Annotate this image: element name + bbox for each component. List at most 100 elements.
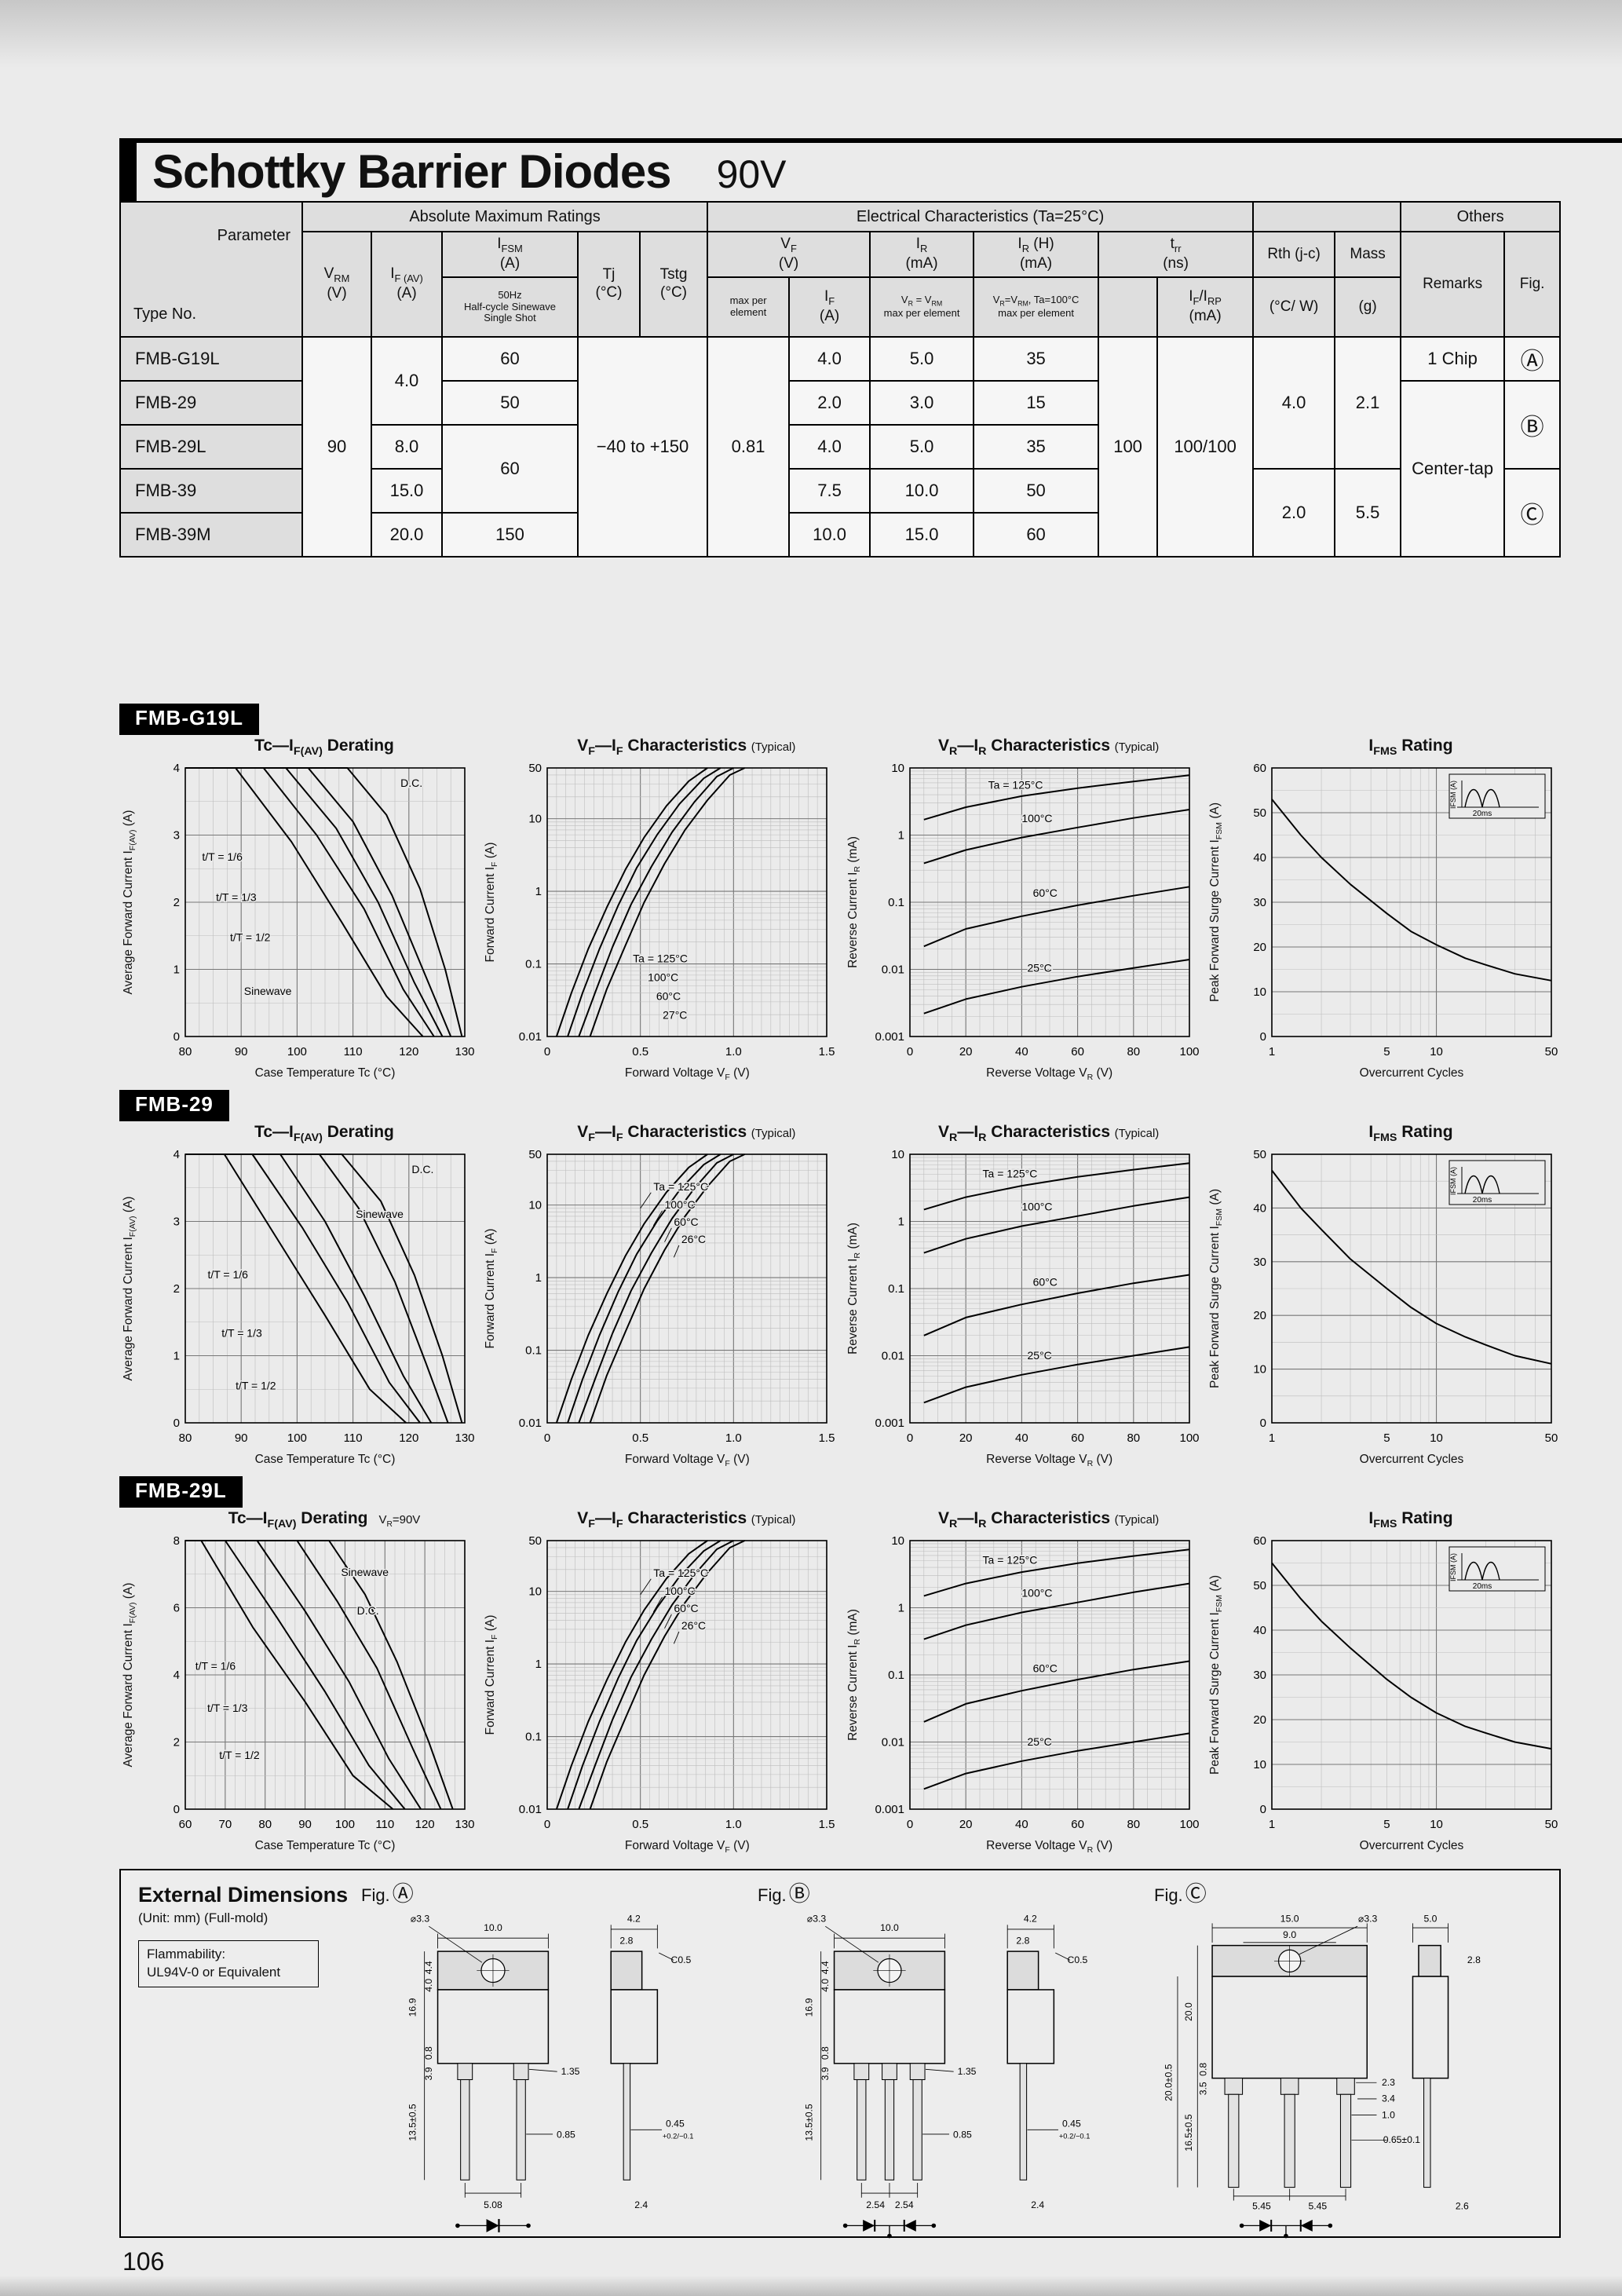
grid xyxy=(909,1540,1190,1810)
curve-labels: Ta = 125°C 100°C 60°C 25°C xyxy=(981,1166,1058,1363)
curve-ifsm xyxy=(1271,1169,1552,1365)
spec-value: −40 to +150 xyxy=(576,336,709,558)
type-no: FMB-39M xyxy=(119,512,303,558)
header-rule xyxy=(119,138,1622,143)
fig-caption: Fig. Ⓒ xyxy=(1154,1882,1207,1906)
plot-area: 0 20 40 60 80 100 10 1 0.1 0.01 0.001 Ta = 125°C 100… xyxy=(875,1148,1199,1445)
chart-title: Tc—IF(AV) Derating VR=90V xyxy=(228,1509,421,1531)
ifsm-condition: 50Hz Half-cycle Sinewave Single Shot xyxy=(441,276,579,338)
svg-text:80: 80 xyxy=(179,1431,192,1445)
plot-area: 80 90 100 110 120 130 0 1 2 3 4 D.C. t/T = 1/6 t/T = … xyxy=(174,762,475,1058)
col-tj: Tj (°C) xyxy=(577,231,641,338)
svg-text:100°C: 100°C xyxy=(648,971,678,983)
svg-text:0: 0 xyxy=(906,1818,912,1831)
dim-label: 2.54 xyxy=(895,2199,914,2210)
dim-label: 0.8 xyxy=(1198,2063,1209,2076)
svg-text:10: 10 xyxy=(1430,1431,1443,1445)
curve-ta-125-c xyxy=(556,767,709,1037)
spec-value: 60 xyxy=(441,336,579,382)
svg-text:0.1: 0.1 xyxy=(888,1669,904,1682)
svg-text:50: 50 xyxy=(529,762,542,775)
curve-t-t-1-6 xyxy=(185,767,452,1037)
svg-text:20: 20 xyxy=(1253,1309,1266,1322)
plot-area: 1 5 10 50 0 10 20 30 40 50 60 20ms IFSM (A) xyxy=(1253,1534,1558,1831)
svg-text:10: 10 xyxy=(529,813,542,826)
dim-label: 2.8 xyxy=(1016,1936,1029,1947)
svg-text:1: 1 xyxy=(897,1216,904,1229)
plot-area: 0 20 40 60 80 100 10 1 0.1 0.01 0.001 Ta = 125°C 100… xyxy=(875,762,1199,1058)
svg-text:1: 1 xyxy=(1269,1045,1275,1058)
svg-text:25°C: 25°C xyxy=(1027,962,1051,974)
svg-text:120: 120 xyxy=(415,1818,435,1831)
svg-text:60°C: 60°C xyxy=(674,1216,699,1228)
col-mass: Mass xyxy=(1334,231,1402,278)
plot-vrir: 0 20 40 60 80 100 10 1 0.1 0.01 0.001 Ta = 125°C 100… xyxy=(875,762,1199,1058)
svg-text:110: 110 xyxy=(344,1431,363,1445)
svg-text:5: 5 xyxy=(1383,1045,1390,1058)
plot-frame xyxy=(908,1540,1190,1810)
curves xyxy=(185,1153,463,1424)
y-tick-labels: 0 10 20 30 40 50 60 xyxy=(1253,762,1266,1044)
svg-text:3: 3 xyxy=(174,829,180,843)
grid xyxy=(546,1540,827,1810)
package-drawings: Fig. Ⓐ 10.0 ⌀3.3 4.2 2.8 C0.5 16.9 4.4 4.0 0.8 3.9 1… xyxy=(356,1870,1559,2239)
svg-text:60°C: 60°C xyxy=(1032,887,1057,899)
x-tick-labels: 0 20 40 60 80 100 xyxy=(906,1818,1199,1831)
dim-label: 4.2 xyxy=(627,1914,641,1925)
chart-vfif: VF—IF Characteristics (Typical) Forward C… xyxy=(481,737,836,1082)
svg-text:40: 40 xyxy=(1253,851,1266,865)
dim-label: 20.0 xyxy=(1183,2002,1194,2021)
svg-text:0.1: 0.1 xyxy=(525,1731,542,1744)
dim-label: 3.9 xyxy=(423,2067,434,2080)
svg-text:50: 50 xyxy=(1545,1431,1558,1445)
curve-100-c xyxy=(567,767,721,1037)
curve-60-c xyxy=(578,767,735,1037)
package-fig-b: Fig. Ⓑ 10.0 ⌀3.3 4.2 2.8 C0.5 16.9 4.4 4.0 0.8 3.9 1… xyxy=(753,1870,1149,2239)
dim-label: 2.6 xyxy=(1456,2201,1469,2212)
characteristics-sections: FMB-G19L Tc—IF(AV) Derating Average Forwar… xyxy=(119,704,1561,1863)
y-axis-label: Peak Forward Surge Current IFSM (A) xyxy=(1207,1575,1225,1775)
svg-text:80: 80 xyxy=(1127,1818,1140,1831)
chart-strip: Tc—IF(AV) Derating VR=90V Average Forward … xyxy=(119,1509,1561,1855)
rth-unit: (°C/ W) xyxy=(1252,276,1336,338)
svg-text:40: 40 xyxy=(1253,1201,1266,1215)
chart-title: VR—IR Characteristics (Typical) xyxy=(937,1123,1160,1145)
svg-text:100°C: 100°C xyxy=(1021,1201,1052,1213)
spec-value: 50 xyxy=(441,380,579,426)
spec-row-fmb-29l: FMB-29L 8.0 60 4.0 5.0 35 xyxy=(119,424,1560,514)
x-tick-labels: 0 20 40 60 80 100 xyxy=(906,1431,1199,1445)
svg-text:10: 10 xyxy=(1253,1758,1266,1771)
spec-value: 4.0 xyxy=(1252,336,1336,470)
dimensions-heading-block: External Dimensions (Unit: mm) (Full-mol… xyxy=(121,1870,356,2236)
col-rth: Rth (j-c) xyxy=(1252,231,1336,278)
y-tick-labels: 10 1 0.1 0.01 0.001 xyxy=(875,1148,904,1430)
dim-label: 1.0 xyxy=(1382,2109,1395,2120)
plot-derating: 60 70 80 90 100 110 120 130 0 2 4 6 8 Sinewave D.C. t/T… xyxy=(174,1534,475,1831)
svg-text:50: 50 xyxy=(1253,806,1266,820)
dim-label: 0.65±0.1 xyxy=(1383,2134,1421,2145)
plot-frame xyxy=(546,767,828,1037)
curve-100-c xyxy=(923,1196,1189,1254)
x-tick-labels: 0 20 40 60 80 100 xyxy=(906,1045,1199,1058)
y-tick-labels: 0 2 4 6 8 xyxy=(174,1534,180,1816)
plot-area: 80 90 100 110 120 130 0 1 2 3 4 D.C. Sinewave t/T = 1… xyxy=(174,1148,475,1445)
x-axis-label: Reverse Voltage VR (V) xyxy=(986,1839,1113,1855)
dim-label: 2.3 xyxy=(1382,2077,1395,2088)
dim-label: 5.08 xyxy=(484,2199,502,2210)
spec-value: 7.5 xyxy=(788,468,871,514)
svg-text:5: 5 xyxy=(1383,1431,1390,1445)
dimension-lines xyxy=(1177,1923,1448,2201)
svg-text:20: 20 xyxy=(959,1045,973,1058)
dim-label: 2.54 xyxy=(866,2199,885,2210)
x-axis-label: Overcurrent Cycles xyxy=(1359,1839,1464,1852)
svg-text:25°C: 25°C xyxy=(1027,1349,1051,1362)
curve-labels: Ta = 125°C 100°C 60°C 26°C xyxy=(640,1179,710,1258)
svg-text:0.01: 0.01 xyxy=(881,1736,904,1749)
chart-derating: Tc—IF(AV) Derating VR=90V Average Forward … xyxy=(119,1509,475,1855)
group-others: Others xyxy=(1400,201,1562,232)
svg-text:Ta = 125°C: Ta = 125°C xyxy=(982,1168,1037,1180)
plot-frame xyxy=(1271,767,1552,1037)
svg-text:2: 2 xyxy=(174,1282,180,1296)
page-number: 106 xyxy=(122,2247,165,2276)
svg-text:3: 3 xyxy=(174,1216,180,1229)
